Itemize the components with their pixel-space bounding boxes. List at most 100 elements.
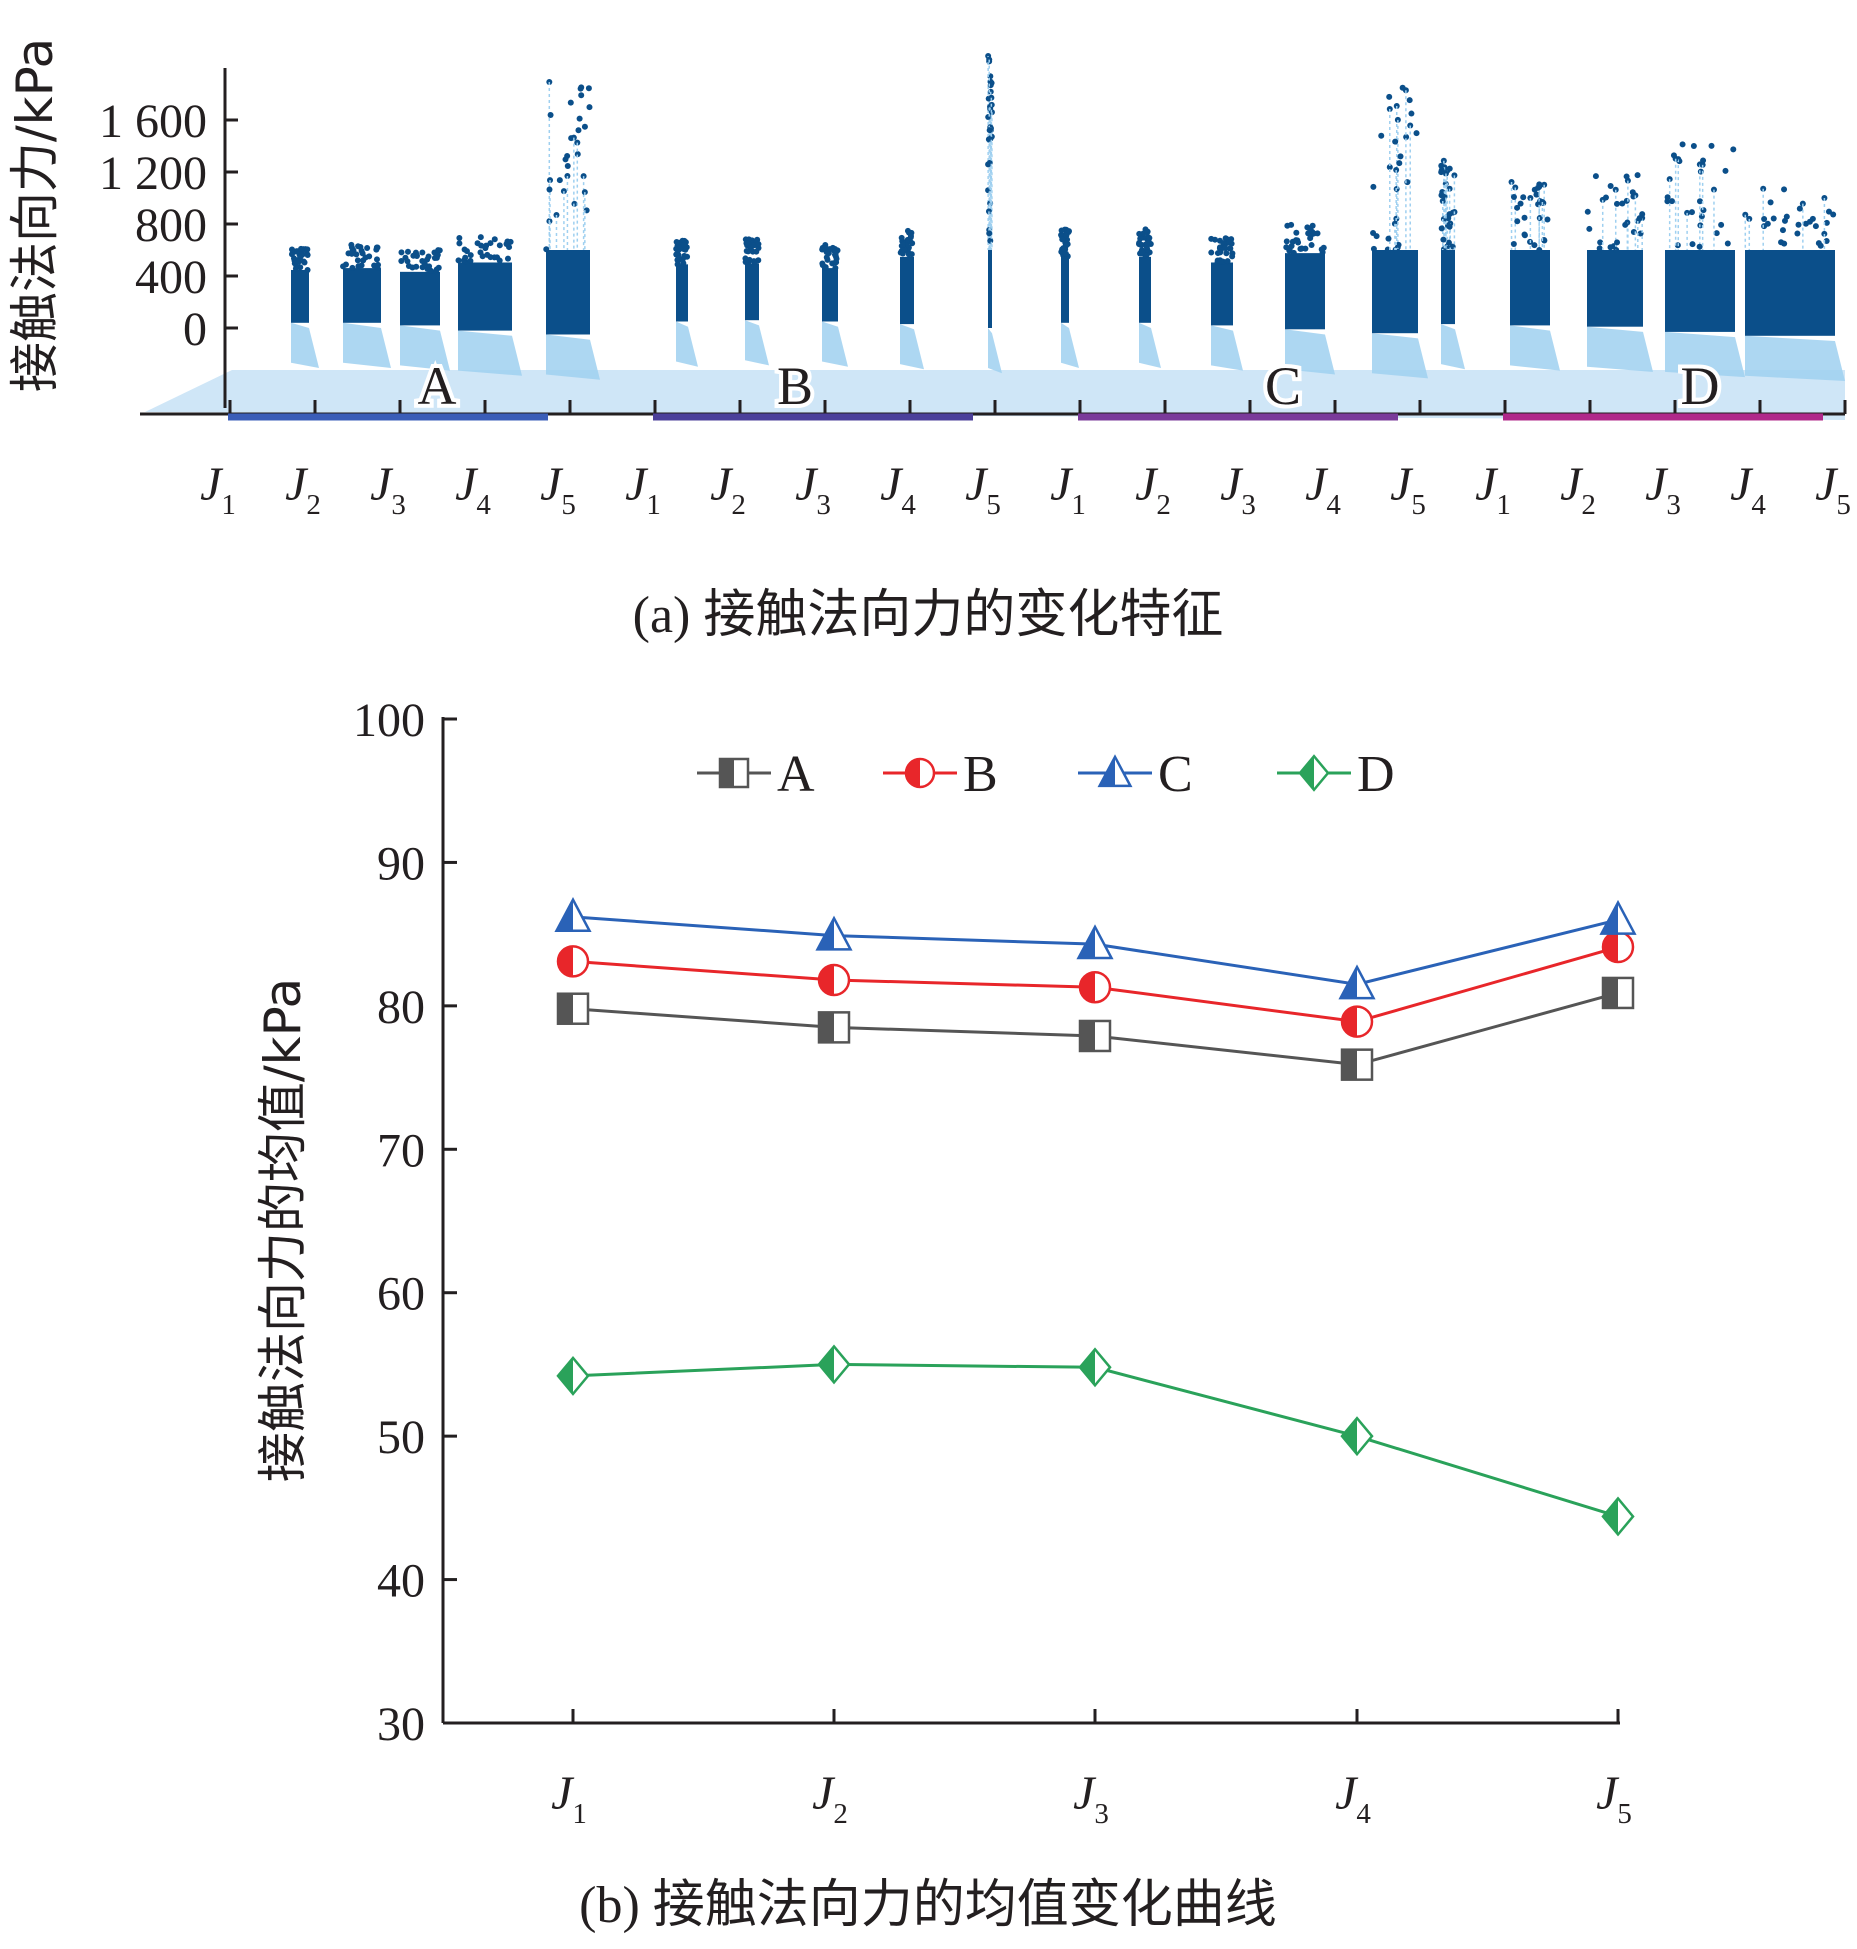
- panel-b-data-point: [1078, 1019, 1112, 1053]
- panel-a-caption: (a) 接触法向力的变化特征: [633, 587, 1224, 644]
- panel-a-data-point: [436, 247, 443, 254]
- panel-b-y-ticks: 30 40 50 60 70 80 90 100: [353, 694, 457, 1751]
- panel-b-caption: (b) 接触法向力的均值变化曲线: [579, 1877, 1277, 1934]
- panel-a-data-point: [1226, 245, 1233, 252]
- panel-a-data-point: [1136, 230, 1143, 237]
- marker-fill-half: [1340, 967, 1357, 999]
- panel-a-x-tick-label-sub: 2: [1156, 489, 1171, 521]
- panel-a-data-point: [1307, 227, 1314, 234]
- panel-a-data-point: [491, 236, 498, 243]
- marker-fill-half: [819, 1346, 834, 1383]
- panel-a-data-point: [1670, 152, 1677, 159]
- panel-a-data-point: [909, 240, 916, 247]
- panel-a-data-point: [1531, 242, 1538, 249]
- panel-a-x-tick-label: J5: [1390, 458, 1426, 521]
- panel-a-x-tick-label: J4: [455, 458, 491, 521]
- panel-a-data-point: [1370, 183, 1377, 190]
- panel-a-cluster-body: [458, 262, 512, 331]
- panel-a-data-point: [1767, 199, 1774, 206]
- panel-a-cluster-curtain: [1372, 333, 1428, 379]
- panel-a-data-point: [1308, 242, 1315, 249]
- panel-a-data-point: [433, 266, 440, 273]
- panel-a-cluster-A-J4: [455, 234, 522, 376]
- panel-a-data-point: [1406, 97, 1413, 104]
- panel-b-data-point: [1601, 976, 1635, 1010]
- panel-a-data-point: [1223, 250, 1230, 257]
- panel-a-cluster-body: [400, 271, 440, 326]
- panel-a-x-tick-label: J5: [965, 458, 1001, 521]
- panel-a-x-tick-label-letter: J: [1645, 458, 1669, 511]
- panel-a-data-point: [1781, 217, 1788, 224]
- panel-a-data-point: [467, 252, 474, 259]
- panel-a-x-tick-label-letter: J: [1560, 458, 1584, 511]
- panel-a-cluster-body: [676, 264, 688, 322]
- panel-a-cluster-body: [988, 250, 992, 328]
- panel-a-data-point: [1584, 208, 1591, 215]
- panel-a-cluster-curtain: [1745, 335, 1845, 381]
- panel-a-data-point: [1596, 245, 1603, 252]
- panel-a-data-point: [477, 234, 484, 241]
- panel-a-data-point: [358, 247, 365, 254]
- panel-a-data-point: [1403, 133, 1410, 140]
- panel-a-data-point: [564, 163, 571, 170]
- panel-a-data-point: [1779, 227, 1786, 234]
- panel-a-data-point: [455, 257, 462, 264]
- panel-a-x-tick-label-letter: J: [1050, 458, 1074, 511]
- panel-a-data-point: [477, 249, 484, 256]
- marker-fill-half: [1300, 756, 1314, 790]
- panel-a-data-point: [364, 244, 371, 251]
- marker-fill-half: [1080, 972, 1095, 1003]
- panel-a-x-tick-label: J2: [1560, 458, 1596, 521]
- panel-b-series-A: [556, 976, 1635, 1081]
- panel-a-data-point: [819, 260, 826, 267]
- panel-b-legend-label: D: [1357, 746, 1395, 803]
- panel-a-data-point: [1688, 209, 1695, 216]
- marker-fill-half: [906, 759, 920, 787]
- panel-a-data-point: [507, 238, 514, 245]
- marker-fill-half: [1342, 1049, 1357, 1080]
- panel-a-data-point: [1713, 230, 1720, 237]
- panel-a-data-point: [1224, 258, 1231, 265]
- panel-a-data-point: [1718, 221, 1725, 228]
- panel-a-cluster-D-J1: [1438, 157, 1465, 370]
- panel-b-data-point: [817, 1011, 851, 1044]
- panel-b-x-tick-label-letter: J: [1596, 1767, 1620, 1820]
- panel-a-x-tick-label-letter: J: [200, 458, 224, 511]
- panel-b-data-point: [1338, 964, 1376, 1000]
- panel-a-data-point: [404, 258, 411, 265]
- panel-a-data-point: [1143, 243, 1150, 250]
- panel-a-data-point: [1226, 239, 1233, 246]
- marker-fill-half: [1603, 932, 1618, 963]
- panel-a-data-point: [826, 246, 833, 253]
- panel-a-x-tick-label: J3: [795, 458, 831, 521]
- panel-a-cluster-D-J5: [1742, 185, 1845, 381]
- panel-a-data-point: [487, 254, 494, 261]
- panel-a-data-point: [1535, 184, 1542, 191]
- panel-a-data-point: [1730, 146, 1737, 153]
- panel-a-data-point: [1679, 141, 1686, 148]
- panel-a-x-tick-label: J4: [1730, 458, 1766, 521]
- panel-a-x-tick-label-sub: 2: [306, 489, 321, 521]
- panel-a-x-tick-label-letter: J: [625, 458, 649, 511]
- panel-a-cluster-C-J1: [1058, 226, 1079, 368]
- panel-a-data-point: [348, 244, 355, 251]
- marker-fill-half: [1099, 756, 1115, 786]
- panel-a-cluster-B-J5: [985, 53, 1002, 374]
- panel-a-data-point: [1764, 220, 1771, 227]
- panel-a-cluster-D-J2: [1508, 178, 1560, 371]
- panel-b-x-tick-label: J4: [1335, 1767, 1371, 1830]
- panel-b-data-point: [556, 945, 590, 978]
- panel-b-data-point: [1340, 1005, 1374, 1038]
- panel-b-data-point: [1076, 924, 1114, 960]
- panel-a-data-point: [898, 234, 905, 241]
- panel-a-data-point: [755, 241, 762, 248]
- marker-fill-half: [1080, 1020, 1095, 1051]
- panel-a-data-point: [300, 258, 307, 265]
- panel-a-data-point: [419, 249, 426, 256]
- panel-a-data-point: [543, 246, 550, 253]
- panel-a-x-ticks: J1 J2 J3 J4 J5 J1 J2 J3 J4 J5 J1 J2 J3 J4 J5 J1 J2 J3 J4 J5: [200, 400, 1851, 521]
- panel-a-data-point: [743, 258, 750, 265]
